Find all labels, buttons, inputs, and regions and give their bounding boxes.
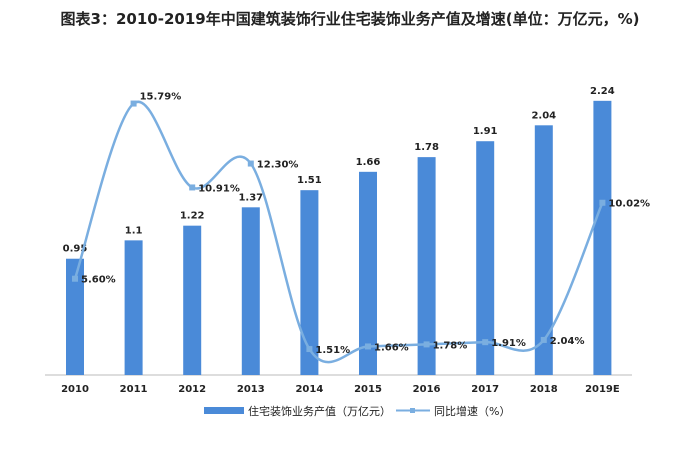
bar-label: 1.37 bbox=[238, 192, 263, 203]
line-marker bbox=[72, 275, 78, 282]
bar bbox=[241, 207, 260, 375]
bar bbox=[66, 258, 84, 375]
legend-bar-label: 住宅装饰业务产值（万亿元） bbox=[248, 404, 391, 418]
line-marker bbox=[247, 160, 254, 167]
bar bbox=[476, 141, 495, 375]
line-label: 15.79% bbox=[140, 92, 182, 103]
growth-line bbox=[73, 100, 604, 364]
legend-line-marker bbox=[410, 408, 415, 413]
bar bbox=[124, 240, 143, 375]
bar bbox=[359, 171, 377, 375]
legend-bar-swatch bbox=[204, 407, 244, 414]
bar-label: 1.78 bbox=[414, 142, 439, 153]
x-tick-label: 2016 bbox=[413, 384, 441, 395]
line-marker bbox=[540, 336, 547, 343]
line-marker bbox=[365, 343, 371, 350]
line-label: 1.78% bbox=[433, 340, 468, 351]
line-marker bbox=[189, 184, 196, 191]
line-label: 12.30% bbox=[257, 160, 299, 171]
bar-label: 1.66 bbox=[356, 157, 381, 168]
line-label: 2.04% bbox=[550, 336, 585, 347]
line-marker bbox=[482, 339, 489, 346]
line-label: 10.91% bbox=[198, 183, 240, 194]
bar bbox=[183, 225, 202, 375]
line-marker bbox=[130, 100, 137, 107]
x-tick-label: 2014 bbox=[295, 384, 323, 395]
x-tick-label: 2018 bbox=[530, 384, 558, 395]
x-tick-label: 2013 bbox=[237, 384, 265, 395]
line-label: 1.66% bbox=[374, 342, 409, 353]
x-tick-label: 2017 bbox=[471, 384, 499, 395]
bar-label: 1.91 bbox=[473, 126, 498, 137]
line-label: 1.91% bbox=[491, 338, 526, 349]
bar bbox=[593, 100, 612, 375]
bar bbox=[417, 157, 436, 375]
line-label: 10.02% bbox=[608, 199, 650, 210]
x-tick-label: 2010 bbox=[61, 384, 89, 395]
bar bbox=[300, 190, 319, 375]
line-marker bbox=[306, 346, 313, 353]
x-tick-label: 2019E bbox=[585, 384, 620, 395]
line-marker bbox=[423, 341, 430, 348]
bar-label: 1.22 bbox=[180, 211, 205, 222]
bar-label: 2.24 bbox=[590, 86, 615, 97]
line-label: 5.60% bbox=[81, 275, 116, 286]
x-tick-label: 2015 bbox=[354, 384, 382, 395]
x-tick-label: 2012 bbox=[178, 384, 206, 395]
bar-label: 1.1 bbox=[125, 225, 143, 236]
bar bbox=[534, 125, 553, 375]
line-label: 1.51% bbox=[315, 345, 350, 356]
line-marker bbox=[599, 199, 606, 206]
bar-label: 2.04 bbox=[531, 110, 556, 121]
bar-label: 0.95 bbox=[63, 244, 88, 255]
x-tick-label: 2011 bbox=[120, 384, 148, 395]
legend-line-label: 同比增速（%） bbox=[434, 404, 510, 418]
bar-label: 1.51 bbox=[297, 175, 322, 186]
chart-title: 图表3：2010-2019年中国建筑装饰行业住宅装饰业务产值及增速(单位：万亿元… bbox=[60, 10, 640, 28]
